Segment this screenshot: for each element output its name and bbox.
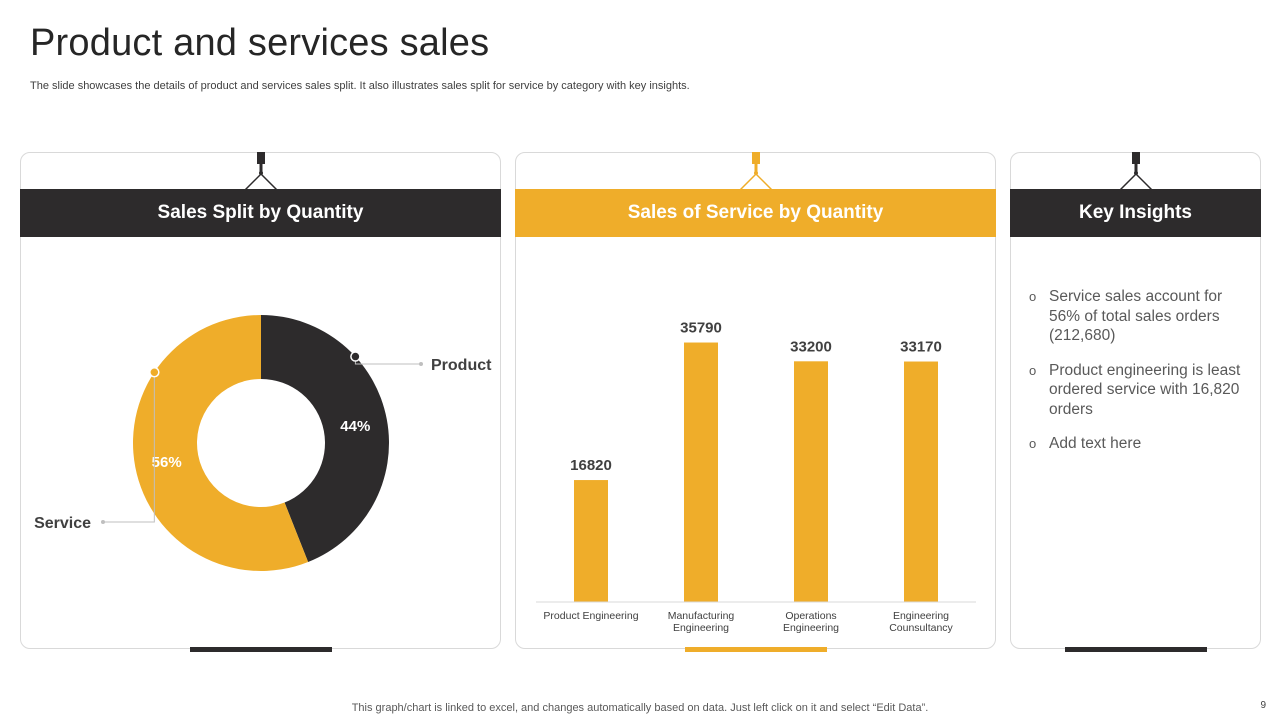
donut-data-label: 56% <box>152 454 182 471</box>
bar-data-label: 16820 <box>570 457 612 474</box>
bar[interactable] <box>684 342 718 602</box>
insights-list: o Service sales account for 56% of total… <box>1029 287 1246 469</box>
callout-line <box>103 372 155 523</box>
bar[interactable] <box>794 361 828 602</box>
hanger-icon <box>1118 152 1153 190</box>
bar[interactable] <box>904 361 938 602</box>
callout-line <box>354 356 421 365</box>
bar[interactable] <box>574 480 608 602</box>
callout-end-dot <box>419 362 423 366</box>
footer-note: This graph/chart is linked to excel, and… <box>351 702 929 714</box>
sales-split-card: Sales Split by Quantity 44% 56% Product Ser… <box>20 152 501 652</box>
page-title: Product and services sales <box>30 22 490 64</box>
service-sales-header: Sales of Service by Quantity <box>515 189 996 237</box>
card-bottom-accent <box>1064 647 1207 652</box>
page-subtitle: The slide showcases the details of produ… <box>30 80 690 92</box>
bullet-icon: o <box>1029 289 1037 304</box>
insight-text: Product engineering is least ordered ser… <box>1049 361 1241 418</box>
callout-end-dot <box>101 520 105 524</box>
list-item[interactable]: o Service sales account for 56% of total… <box>1029 287 1246 346</box>
x-tick-label: Product Engineering <box>543 610 638 622</box>
donut-chart[interactable]: 44% 56% Product Service <box>21 153 501 650</box>
legend-label-product: Product <box>431 357 492 374</box>
legend-label-service: Service <box>34 515 91 532</box>
callout-marker <box>350 351 361 362</box>
key-insights-card: Key Insights o Service sales account for… <box>1010 152 1261 652</box>
donut-data-label: 44% <box>340 418 370 435</box>
donut-slice-service[interactable] <box>133 315 309 571</box>
bullet-icon: o <box>1029 362 1037 378</box>
x-tick-label: Operations Engineering <box>783 610 839 634</box>
hanger-icon <box>738 152 773 190</box>
hanger-icon <box>243 152 278 190</box>
bullet-icon: o <box>1029 436 1037 451</box>
bar-chart[interactable]: 16820 Product Engineering 35790 Manufacturi… <box>516 153 996 650</box>
bar-data-label: 33170 <box>900 339 942 356</box>
page-number: 9 <box>1260 700 1266 711</box>
list-item[interactable]: o Product engineering is least ordered s… <box>1029 361 1246 420</box>
list-item[interactable]: o Add text here <box>1029 434 1246 454</box>
callout-marker <box>149 367 160 378</box>
card-bottom-accent <box>189 647 332 652</box>
key-insights-header: Key Insights <box>1010 189 1261 237</box>
insight-text: Service sales account for 56% of total s… <box>1049 288 1223 344</box>
card-bottom-accent <box>684 647 827 652</box>
bar-data-label: 35790 <box>680 320 722 337</box>
x-tick-label: Engineering Counsultancy <box>889 610 953 634</box>
donut-slice-product[interactable] <box>261 315 390 563</box>
service-sales-card: Sales of Service by Quantity 16820 Produc… <box>515 152 996 652</box>
x-tick-label: Manufacturing Engineering <box>668 610 735 634</box>
insight-text: Add text here <box>1049 435 1142 452</box>
sales-split-header: Sales Split by Quantity <box>20 189 501 237</box>
bar-data-label: 33200 <box>790 338 832 355</box>
